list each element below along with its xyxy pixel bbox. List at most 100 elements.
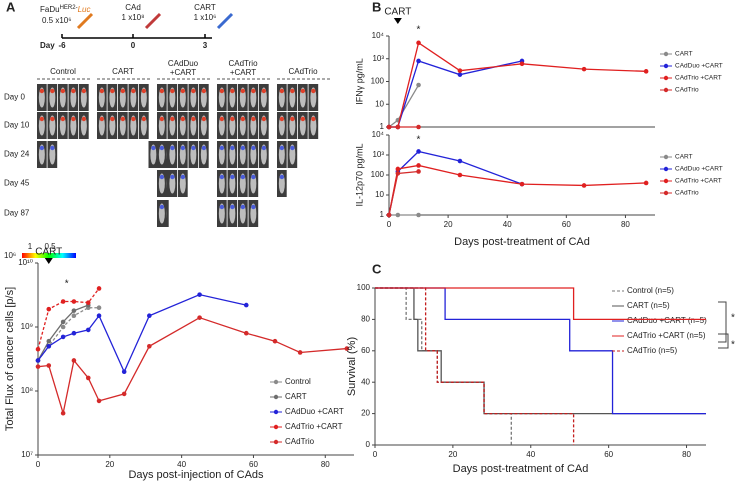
row-label: Day 10	[4, 121, 30, 130]
data-point	[197, 292, 202, 297]
legend-label: CAdTrio	[285, 437, 315, 446]
tumor-signal	[240, 145, 246, 151]
tumor-signal	[50, 88, 55, 94]
tumor-signal	[159, 174, 165, 180]
row-label: Day 87	[4, 209, 30, 218]
data-point	[457, 158, 463, 164]
cell-luc: Luc	[78, 5, 91, 14]
series-line	[37, 293, 247, 374]
cell-name: FaDu	[40, 5, 60, 14]
legend-marker	[663, 190, 669, 196]
tumor-signal	[180, 88, 186, 94]
tumor-signal	[240, 174, 246, 180]
series-line	[389, 60, 523, 128]
day-tick: 3	[203, 41, 208, 50]
data-point	[416, 149, 421, 154]
data-point	[395, 171, 401, 176]
tumor-signal	[71, 88, 76, 94]
tumor-signal	[300, 116, 306, 122]
data-point	[519, 181, 525, 187]
tumor-signal	[191, 145, 196, 151]
group-label: CAdTrio	[288, 67, 318, 76]
tumor-signal	[251, 174, 256, 180]
data-point	[643, 69, 649, 74]
data-point	[60, 324, 66, 330]
legend-marker	[663, 87, 669, 93]
tumor-signal	[230, 204, 235, 210]
x-tick-label: 40	[177, 460, 186, 469]
tumor-signal	[201, 88, 207, 94]
data-point	[85, 300, 91, 305]
cell-dose: 0.5 x10⁶	[42, 16, 72, 25]
panel-label: B	[372, 0, 381, 14]
data-point	[416, 40, 421, 46]
series-line	[375, 287, 706, 321]
tumor-signal	[240, 88, 246, 94]
y-tick-label: 10	[375, 190, 384, 199]
data-point	[46, 306, 52, 312]
scale-unit: 10⁶	[4, 251, 16, 260]
tumor-signal	[60, 116, 66, 122]
x-tick-label: 20	[444, 220, 453, 229]
data-point	[457, 172, 463, 178]
data-point	[35, 346, 41, 352]
tumor-signal	[159, 88, 165, 94]
row-label: Day 45	[4, 179, 30, 188]
data-point	[416, 212, 421, 218]
tumor-signal	[261, 145, 267, 151]
tumor-signal	[180, 145, 186, 151]
tumor-signal	[159, 145, 165, 151]
tumor-signal	[120, 88, 126, 94]
data-point	[96, 286, 102, 291]
data-point	[416, 163, 421, 168]
tumor-signal	[230, 174, 235, 180]
x-tick-label: 60	[249, 460, 258, 469]
x-tick-label: 80	[321, 460, 330, 469]
legend-label: CAdDuo +CART	[285, 407, 344, 416]
legend-label: CAdTrio	[675, 87, 699, 94]
legend-label: CAdTrio +CART	[285, 422, 343, 431]
legend-marker	[663, 154, 669, 160]
legend-marker	[273, 409, 279, 415]
legend-marker	[663, 178, 669, 184]
data-point	[416, 124, 421, 130]
tumor-signal	[50, 145, 55, 151]
x-tick-label: 40	[503, 220, 512, 229]
y-tick-label: 100	[357, 283, 371, 292]
tumor-signal	[110, 88, 115, 94]
series-line	[37, 288, 100, 350]
legend-marker	[663, 75, 669, 81]
data-point	[121, 391, 127, 397]
data-point	[197, 315, 202, 320]
tumor-signal	[141, 116, 147, 122]
data-point	[60, 410, 66, 416]
data-point	[416, 169, 421, 174]
data-point	[643, 180, 649, 186]
data-point	[395, 166, 401, 172]
annotation: CART	[35, 247, 62, 258]
chart: 1 10 100 10³ 10⁴ IFNγ pg/mL CART CAdDuo +CART CA…	[354, 7, 722, 131]
tumor-signal	[279, 174, 285, 180]
cell-sup: HER2-	[60, 5, 78, 11]
cad-label: CAd	[125, 3, 141, 12]
data-point	[60, 299, 66, 304]
tumor-signal	[170, 145, 175, 151]
scale-tick: 0.5	[44, 242, 56, 251]
data-point	[46, 343, 52, 349]
tumor-signal	[151, 145, 156, 151]
y-tick-label: 40	[361, 377, 370, 386]
tumor-signal	[230, 88, 235, 94]
data-point	[416, 58, 421, 64]
x-tick-label: 60	[562, 220, 571, 229]
x-tick-label: 0	[373, 450, 378, 459]
tumor-signal	[99, 88, 105, 94]
data-point	[519, 61, 525, 67]
data-point	[35, 358, 41, 363]
tumor-signal	[159, 116, 165, 122]
tumor-signal	[201, 116, 207, 122]
chart: 0 20 40 60 80 100 0 20 40 60 80 Survival (%) Days po…	[346, 283, 735, 475]
chart: 1 10 100 10³ 10⁴ 0 20 40 60 80 IL-12p70 pg/mL Days …	[354, 130, 722, 248]
data-point	[71, 308, 77, 313]
tumor-signal	[279, 145, 285, 151]
